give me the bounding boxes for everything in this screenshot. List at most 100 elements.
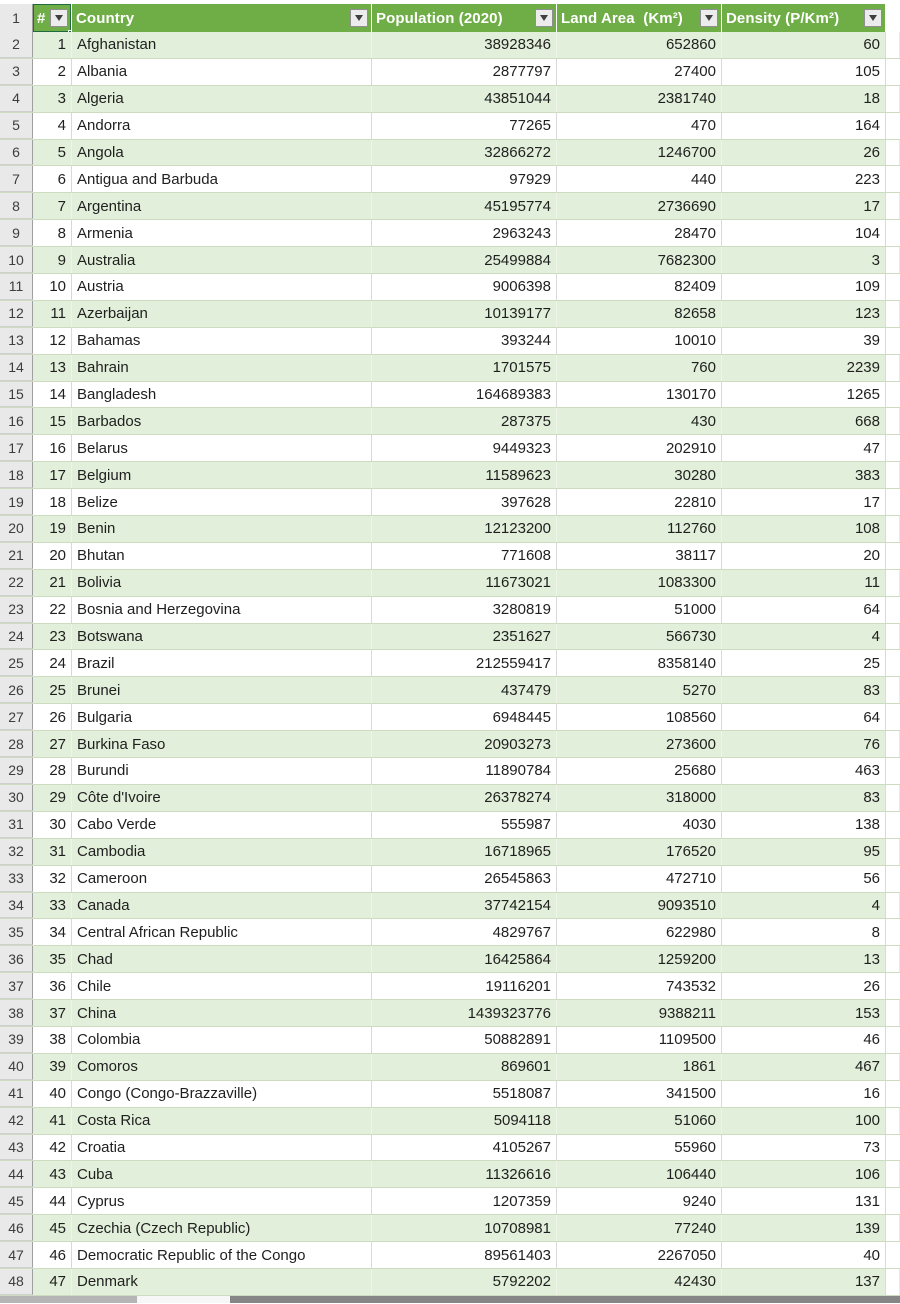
empty-column-area[interactable] [885, 220, 899, 247]
cell-country[interactable]: Brunei [72, 677, 372, 704]
cell-population[interactable]: 11673021 [372, 569, 557, 596]
empty-column-area[interactable] [885, 892, 899, 919]
row-header[interactable]: 26 [0, 677, 33, 704]
cell-density[interactable]: 109 [722, 274, 886, 300]
row-header-1[interactable]: 1 [0, 4, 33, 32]
cell-population[interactable]: 43851044 [372, 85, 557, 112]
cell-land-area[interactable]: 25680 [557, 758, 722, 784]
cell-population[interactable]: 212559417 [372, 650, 557, 677]
empty-column-area[interactable] [885, 946, 899, 973]
cell-density[interactable]: 164 [722, 112, 886, 139]
cell-country[interactable]: China [72, 1000, 372, 1026]
cell-rank[interactable]: 45 [33, 1215, 72, 1242]
cell-population[interactable]: 1439323776 [372, 1000, 557, 1026]
cell-land-area[interactable]: 106440 [557, 1161, 722, 1188]
cell-rank[interactable]: 25 [33, 677, 72, 704]
empty-column-area[interactable] [885, 704, 899, 731]
empty-column-area[interactable] [885, 1268, 899, 1295]
row-header[interactable]: 34 [0, 892, 33, 919]
empty-column-area[interactable] [885, 1188, 899, 1215]
cell-country[interactable]: Afghanistan [72, 32, 372, 58]
cell-land-area[interactable]: 4030 [557, 811, 722, 838]
empty-column-area[interactable] [885, 327, 899, 354]
cell-rank[interactable]: 42 [33, 1134, 72, 1161]
cell-country[interactable]: Bulgaria [72, 704, 372, 731]
cell-country[interactable]: Bosnia and Herzegovina [72, 596, 372, 623]
empty-column-area[interactable] [885, 623, 899, 650]
empty-column-area[interactable] [885, 516, 899, 542]
row-header[interactable]: 41 [0, 1080, 33, 1107]
cell-rank[interactable]: 1 [33, 32, 72, 58]
cell-population[interactable]: 869601 [372, 1053, 557, 1080]
cell-density[interactable]: 123 [722, 300, 886, 327]
cell-land-area[interactable]: 760 [557, 354, 722, 381]
cell-population[interactable]: 19116201 [372, 973, 557, 1000]
filter-button-land-area[interactable] [700, 9, 718, 27]
cell-density[interactable]: 60 [722, 32, 886, 58]
cell-country[interactable]: Brazil [72, 650, 372, 677]
cell-population[interactable]: 5518087 [372, 1080, 557, 1107]
empty-column-area[interactable] [885, 462, 899, 489]
cell-density[interactable]: 95 [722, 838, 886, 865]
cell-land-area[interactable]: 273600 [557, 731, 722, 758]
cell-land-area[interactable]: 1109500 [557, 1026, 722, 1053]
cell-land-area[interactable]: 1083300 [557, 569, 722, 596]
cell-population[interactable]: 11589623 [372, 462, 557, 489]
row-header[interactable]: 32 [0, 838, 33, 865]
cell-land-area[interactable]: 9093510 [557, 892, 722, 919]
filter-button-rank[interactable] [50, 9, 68, 27]
row-header[interactable]: 11 [0, 274, 33, 300]
filter-button-population[interactable] [535, 9, 553, 27]
cell-country[interactable]: Barbados [72, 408, 372, 435]
cell-population[interactable]: 9449323 [372, 435, 557, 462]
cell-density[interactable]: 39 [722, 327, 886, 354]
cell-density[interactable]: 18 [722, 85, 886, 112]
cell-density[interactable]: 76 [722, 731, 886, 758]
cell-population[interactable]: 16425864 [372, 946, 557, 973]
row-header[interactable]: 43 [0, 1134, 33, 1161]
cell-population[interactable]: 771608 [372, 542, 557, 569]
row-header[interactable]: 25 [0, 650, 33, 677]
cell-density[interactable]: 668 [722, 408, 886, 435]
cell-rank[interactable]: 46 [33, 1242, 72, 1268]
cell-rank[interactable]: 41 [33, 1107, 72, 1134]
cell-rank[interactable]: 36 [33, 973, 72, 1000]
cell-country[interactable]: Benin [72, 516, 372, 542]
cell-land-area[interactable]: 5270 [557, 677, 722, 704]
cell-country[interactable]: Chile [72, 973, 372, 1000]
empty-column-area[interactable] [885, 1080, 899, 1107]
row-header[interactable]: 10 [0, 247, 33, 274]
cell-population[interactable]: 38928346 [372, 32, 557, 58]
empty-column-area[interactable] [885, 838, 899, 865]
cell-rank[interactable]: 43 [33, 1161, 72, 1188]
cell-density[interactable]: 17 [722, 489, 886, 516]
cell-density[interactable]: 8 [722, 919, 886, 946]
row-header[interactable]: 31 [0, 811, 33, 838]
cell-country[interactable]: Comoros [72, 1053, 372, 1080]
cell-land-area[interactable]: 82658 [557, 300, 722, 327]
empty-column-area[interactable] [885, 1161, 899, 1188]
cell-land-area[interactable]: 202910 [557, 435, 722, 462]
cell-rank[interactable]: 15 [33, 408, 72, 435]
cell-density[interactable]: 64 [722, 704, 886, 731]
cell-country[interactable]: Burundi [72, 758, 372, 784]
cell-country[interactable]: Albania [72, 58, 372, 85]
cell-land-area[interactable]: 440 [557, 166, 722, 193]
cell-country[interactable]: Bahamas [72, 327, 372, 354]
cell-density[interactable]: 153 [722, 1000, 886, 1026]
cell-rank[interactable]: 2 [33, 58, 72, 85]
cell-rank[interactable]: 17 [33, 462, 72, 489]
empty-column-area[interactable] [885, 1026, 899, 1053]
cell-rank[interactable]: 30 [33, 811, 72, 838]
empty-column-area[interactable] [885, 85, 899, 112]
cell-land-area[interactable]: 55960 [557, 1134, 722, 1161]
cell-population[interactable]: 97929 [372, 166, 557, 193]
row-header[interactable]: 33 [0, 865, 33, 892]
cell-rank[interactable]: 31 [33, 838, 72, 865]
empty-column-area[interactable] [885, 32, 899, 58]
cell-country[interactable]: Cuba [72, 1161, 372, 1188]
cell-land-area[interactable]: 22810 [557, 489, 722, 516]
cell-density[interactable]: 46 [722, 1026, 886, 1053]
empty-column-area[interactable] [885, 58, 899, 85]
cell-country[interactable]: Argentina [72, 193, 372, 220]
